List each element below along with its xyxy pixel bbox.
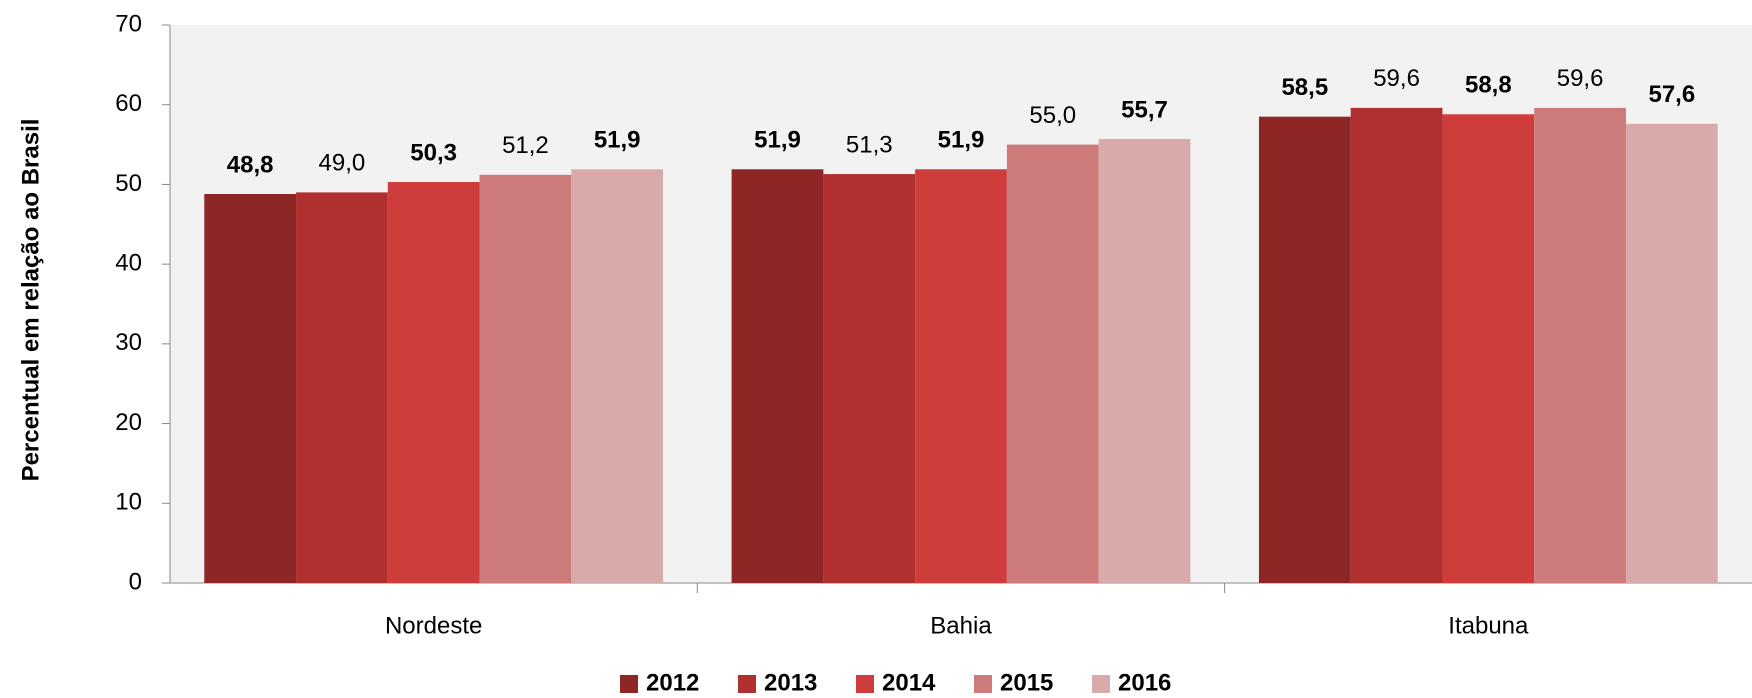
y-tick-label: 40 bbox=[115, 249, 142, 276]
x-tick-label: Nordeste bbox=[385, 612, 482, 639]
y-tick-label: 20 bbox=[115, 409, 142, 436]
legend-swatch bbox=[620, 675, 638, 693]
data-label: 58,5 bbox=[1281, 74, 1328, 101]
y-tick-label: 50 bbox=[115, 170, 142, 197]
legend-label: 2016 bbox=[1118, 669, 1171, 696]
bar bbox=[1442, 114, 1535, 583]
bar bbox=[204, 193, 297, 583]
bar bbox=[1098, 138, 1191, 583]
data-label: 55,7 bbox=[1121, 96, 1168, 123]
x-tick-label: Bahia bbox=[930, 612, 992, 639]
data-label: 57,6 bbox=[1648, 81, 1695, 108]
bar bbox=[296, 192, 388, 583]
bar bbox=[1006, 144, 1099, 584]
legend-swatch bbox=[738, 675, 756, 693]
data-label: 48,8 bbox=[227, 151, 274, 178]
bar bbox=[387, 182, 480, 583]
legend-swatch bbox=[856, 675, 874, 693]
bar bbox=[571, 169, 664, 584]
data-label: 51,2 bbox=[502, 132, 549, 159]
y-tick-label: 30 bbox=[115, 329, 142, 356]
data-label: 51,9 bbox=[594, 127, 641, 154]
bar bbox=[915, 169, 1007, 584]
data-label: 50,3 bbox=[410, 139, 457, 166]
y-axis-title: Percentual em relação ao Brasil bbox=[17, 119, 44, 482]
data-label: 49,0 bbox=[319, 150, 366, 177]
bar bbox=[1258, 116, 1351, 584]
legend-label: 2013 bbox=[764, 669, 817, 696]
data-label: 59,6 bbox=[1557, 65, 1604, 92]
data-label: 51,9 bbox=[938, 127, 985, 154]
bar bbox=[731, 169, 824, 584]
data-label: 55,0 bbox=[1029, 102, 1076, 129]
y-tick-label: 0 bbox=[129, 568, 142, 595]
y-tick-label: 60 bbox=[115, 90, 142, 117]
data-label: 51,3 bbox=[846, 131, 893, 158]
data-label: 58,8 bbox=[1465, 72, 1512, 99]
data-label: 51,9 bbox=[754, 127, 801, 154]
legend-label: 2014 bbox=[882, 669, 936, 696]
legend-label: 2012 bbox=[646, 669, 699, 696]
legend-swatch bbox=[974, 675, 992, 693]
y-tick-label: 70 bbox=[115, 10, 142, 37]
data-label: 59,6 bbox=[1373, 65, 1420, 92]
y-tick-label: 10 bbox=[115, 489, 142, 516]
bar bbox=[823, 174, 916, 583]
legend-label: 2015 bbox=[1000, 669, 1053, 696]
bar bbox=[1625, 123, 1718, 584]
bar bbox=[1534, 107, 1626, 583]
legend-swatch bbox=[1092, 675, 1110, 693]
bar bbox=[479, 174, 572, 583]
bar bbox=[1350, 107, 1443, 583]
x-tick-label: Itabuna bbox=[1448, 612, 1529, 639]
